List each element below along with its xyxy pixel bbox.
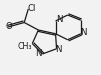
Text: CH₃: CH₃ (18, 42, 33, 51)
Text: O: O (6, 22, 12, 31)
Text: Cl: Cl (27, 4, 35, 13)
Text: N: N (56, 15, 63, 24)
Text: N: N (55, 45, 62, 54)
Text: N: N (81, 28, 87, 38)
Text: N: N (35, 50, 42, 58)
